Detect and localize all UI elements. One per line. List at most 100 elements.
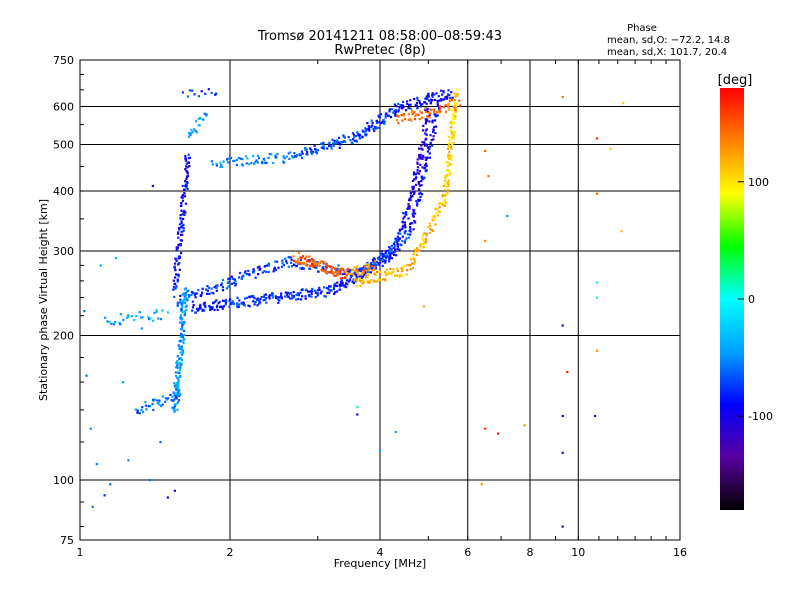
echo-point bbox=[183, 312, 186, 315]
echo-point bbox=[452, 137, 455, 140]
echo-point bbox=[416, 107, 419, 110]
echo-point bbox=[180, 307, 183, 310]
echo-point bbox=[395, 274, 398, 277]
echo-point bbox=[244, 270, 247, 273]
echo-point bbox=[318, 264, 321, 267]
echo-point bbox=[437, 99, 440, 102]
echo-point bbox=[178, 340, 182, 343]
echo-point bbox=[440, 98, 443, 101]
echo-point bbox=[561, 414, 564, 418]
echo-point bbox=[188, 165, 191, 168]
echo-point bbox=[401, 226, 404, 229]
echo-point bbox=[241, 275, 244, 278]
echo-point bbox=[114, 257, 117, 260]
echo-point bbox=[343, 272, 346, 275]
echo-point bbox=[364, 269, 367, 272]
echo-point bbox=[418, 192, 421, 195]
echo-point bbox=[274, 154, 277, 158]
echo-point bbox=[356, 284, 359, 288]
echo-point bbox=[335, 274, 338, 277]
echo-point bbox=[409, 107, 412, 110]
echo-point bbox=[397, 232, 400, 235]
echo-point bbox=[316, 289, 319, 292]
echo-point bbox=[325, 270, 329, 273]
echo-point bbox=[339, 270, 342, 273]
echo-point bbox=[186, 172, 189, 175]
echo-point bbox=[404, 229, 407, 232]
echo-point bbox=[250, 295, 253, 298]
echo-point bbox=[329, 271, 332, 274]
echo-point bbox=[331, 138, 334, 141]
echo-point bbox=[199, 117, 202, 120]
echo-point bbox=[447, 106, 450, 109]
echo-point bbox=[338, 285, 341, 288]
echo-point bbox=[221, 289, 225, 292]
echo-point bbox=[369, 280, 372, 283]
echo-point bbox=[349, 272, 352, 275]
echo-point bbox=[351, 142, 354, 145]
echo-point bbox=[326, 147, 329, 150]
echo-point bbox=[353, 278, 356, 281]
echo-point bbox=[185, 184, 188, 187]
echo-point bbox=[362, 271, 365, 274]
echo-point bbox=[421, 166, 424, 169]
echo-point bbox=[365, 133, 368, 136]
echo-point bbox=[595, 137, 599, 140]
echo-point bbox=[427, 95, 430, 98]
echo-point bbox=[395, 254, 398, 257]
echo-point bbox=[328, 141, 331, 144]
echo-point bbox=[176, 367, 179, 370]
echo-point bbox=[379, 278, 382, 282]
echo-point bbox=[447, 179, 450, 182]
echo-point bbox=[436, 102, 439, 105]
echo-point bbox=[175, 285, 178, 288]
echo-point bbox=[291, 154, 294, 158]
echo-point bbox=[374, 274, 377, 277]
echo-point bbox=[411, 256, 414, 259]
echo-point bbox=[181, 233, 184, 236]
echo-point bbox=[174, 404, 177, 407]
echo-point bbox=[416, 162, 419, 165]
echo-point bbox=[290, 258, 293, 261]
echo-point bbox=[277, 266, 280, 269]
echo-point bbox=[302, 261, 305, 264]
echo-point bbox=[259, 268, 262, 271]
echo-point bbox=[364, 276, 368, 279]
echo-point bbox=[328, 291, 331, 294]
echo-point bbox=[342, 284, 345, 287]
echo-point bbox=[318, 286, 321, 289]
echo-point bbox=[200, 90, 203, 93]
echo-point bbox=[287, 295, 290, 298]
echo-point bbox=[439, 99, 442, 102]
echo-point bbox=[179, 314, 183, 317]
echo-point bbox=[449, 96, 452, 99]
echo-point bbox=[206, 289, 209, 292]
echo-point bbox=[411, 222, 414, 225]
echo-point bbox=[181, 321, 184, 324]
echo-point bbox=[174, 371, 177, 374]
echo-point bbox=[270, 153, 273, 156]
echo-point bbox=[425, 144, 428, 147]
echo-point bbox=[409, 225, 412, 229]
echo-point bbox=[359, 270, 362, 273]
echo-point bbox=[431, 218, 434, 221]
echo-point bbox=[343, 285, 346, 288]
echo-point bbox=[259, 301, 262, 304]
echo-point bbox=[253, 303, 256, 306]
echo-point bbox=[227, 280, 230, 283]
echo-point bbox=[256, 298, 259, 301]
echo-point bbox=[311, 262, 314, 265]
echo-point bbox=[184, 293, 187, 297]
echo-point bbox=[215, 306, 219, 309]
echo-point bbox=[286, 293, 289, 296]
echo-point bbox=[353, 266, 356, 269]
colorbar-ticks: 100 0 -100 bbox=[738, 176, 773, 423]
echo-point bbox=[416, 202, 419, 205]
echo-point bbox=[414, 114, 417, 117]
echo-point bbox=[445, 185, 448, 188]
echo-point bbox=[178, 371, 181, 374]
echo-point bbox=[193, 128, 196, 131]
echo-point bbox=[429, 134, 432, 137]
echo-point bbox=[177, 387, 180, 390]
echo-point bbox=[281, 259, 284, 262]
